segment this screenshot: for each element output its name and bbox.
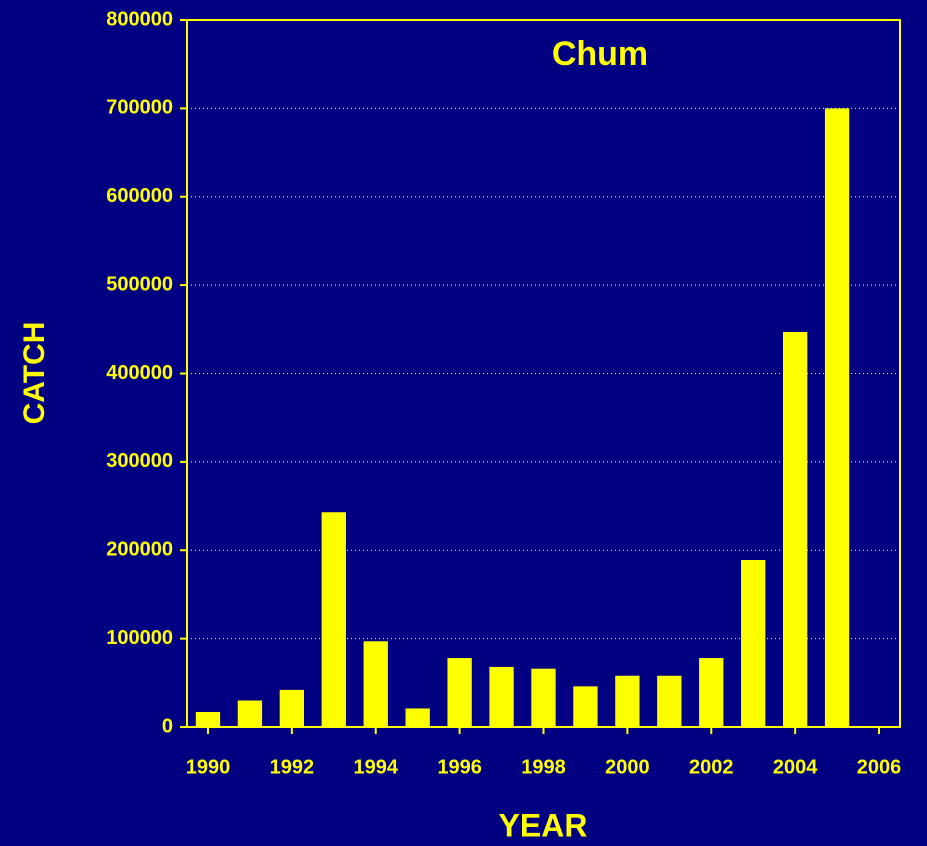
y-tick-label: 800000 — [106, 8, 173, 30]
y-tick-label: 200000 — [106, 539, 173, 561]
x-tick-label: 2000 — [605, 756, 650, 778]
bar — [573, 686, 598, 727]
bar — [699, 658, 724, 727]
bar — [447, 658, 472, 727]
x-tick-label: 2004 — [773, 756, 818, 778]
x-tick-label: 1992 — [270, 756, 315, 778]
plot-frame — [186, 19, 901, 728]
x-axis-label: YEAR — [499, 807, 588, 843]
y-tick-label: 500000 — [106, 273, 173, 295]
x-tick-label: 1994 — [353, 756, 398, 778]
bar — [195, 711, 221, 727]
bar — [489, 666, 514, 727]
chart-title: Chum — [552, 35, 648, 73]
bar — [615, 675, 640, 727]
y-tick-label: 100000 — [106, 627, 173, 649]
bar — [363, 641, 388, 727]
bar — [824, 108, 850, 727]
x-tick-label: 2002 — [689, 756, 734, 778]
bar — [279, 689, 305, 727]
x-tick-label: 2006 — [857, 756, 902, 778]
bar — [405, 708, 430, 727]
y-axis-label: CATCH — [18, 322, 51, 425]
y-tick-label: 0 — [162, 715, 173, 737]
y-tick-label: 700000 — [106, 97, 173, 119]
x-tick-label: 1990 — [186, 756, 231, 778]
x-tick-label: 1996 — [437, 756, 482, 778]
bar — [782, 331, 808, 727]
y-tick-label: 300000 — [106, 450, 173, 472]
bar — [531, 668, 556, 727]
bar — [657, 675, 682, 727]
bar — [741, 559, 766, 727]
y-tick-label: 600000 — [106, 185, 173, 207]
x-tick-label: 1998 — [521, 756, 566, 778]
y-tick-label: 400000 — [106, 362, 173, 384]
bar — [237, 700, 263, 727]
bar — [321, 512, 346, 727]
